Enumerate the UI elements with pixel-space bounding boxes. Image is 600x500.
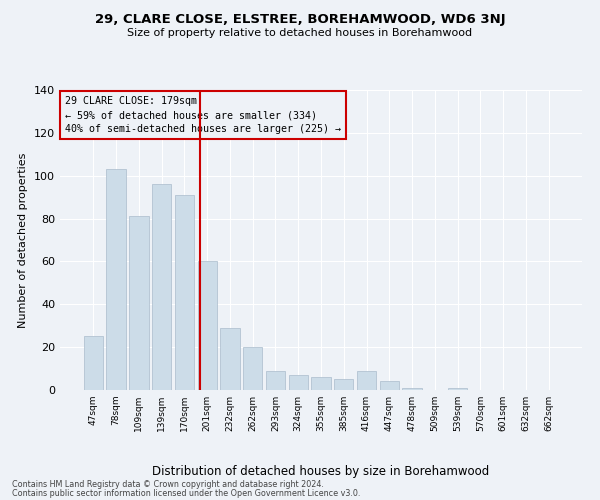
Bar xyxy=(266,370,285,390)
Bar xyxy=(220,328,239,390)
Bar xyxy=(334,380,353,390)
Bar xyxy=(357,370,376,390)
Bar xyxy=(243,347,262,390)
Text: 29, CLARE CLOSE, ELSTREE, BOREHAMWOOD, WD6 3NJ: 29, CLARE CLOSE, ELSTREE, BOREHAMWOOD, W… xyxy=(95,12,505,26)
Bar xyxy=(152,184,172,390)
Bar xyxy=(289,375,308,390)
Bar xyxy=(129,216,149,390)
Text: Contains public sector information licensed under the Open Government Licence v3: Contains public sector information licen… xyxy=(12,489,361,498)
Bar xyxy=(448,388,467,390)
Text: 29 CLARE CLOSE: 179sqm
← 59% of detached houses are smaller (334)
40% of semi-de: 29 CLARE CLOSE: 179sqm ← 59% of detached… xyxy=(65,96,341,134)
Bar xyxy=(380,382,399,390)
Text: Size of property relative to detached houses in Borehamwood: Size of property relative to detached ho… xyxy=(127,28,473,38)
Y-axis label: Number of detached properties: Number of detached properties xyxy=(19,152,28,328)
Text: Distribution of detached houses by size in Borehamwood: Distribution of detached houses by size … xyxy=(152,464,490,477)
Bar xyxy=(311,377,331,390)
Bar xyxy=(175,195,194,390)
Bar xyxy=(84,336,103,390)
Bar xyxy=(403,388,422,390)
Bar xyxy=(106,170,126,390)
Text: Contains HM Land Registry data © Crown copyright and database right 2024.: Contains HM Land Registry data © Crown c… xyxy=(12,480,324,489)
Bar xyxy=(197,262,217,390)
